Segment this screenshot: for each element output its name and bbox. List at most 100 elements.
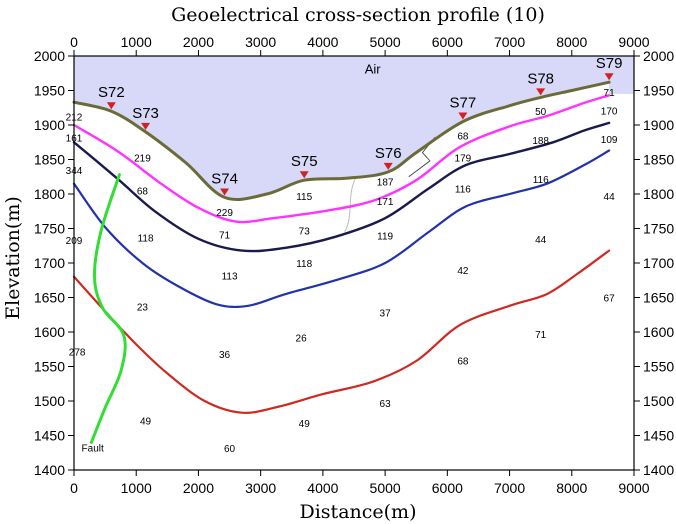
y-tick-label: 1500 [34,393,65,409]
resistivity-label: 42 [457,266,469,277]
x-tick-label-top: 5000 [370,34,401,50]
resistivity-label: 60 [224,444,236,455]
x-tick-label-top: 4000 [307,34,338,50]
resistivity-label: 118 [138,233,154,244]
resistivity-label: 115 [296,192,312,203]
y-tick-label-right: 1700 [643,255,674,271]
station-marker [458,112,468,120]
resistivity-label: 71 [219,231,231,242]
resistivity-label: 209 [66,236,83,247]
resistivity-label: 212 [66,113,83,124]
y-tick-label-right: 1950 [643,83,674,99]
resistivity-label: 119 [377,231,393,242]
chart-title: Geoelectrical cross-section profile (10) [171,4,545,26]
fault-line [89,173,127,444]
x-tick-label: 9000 [618,480,649,496]
resistivity-label: 278 [69,347,86,358]
y-tick-label-right: 1650 [643,290,674,306]
y-tick-label: 1650 [34,290,65,306]
x-tick-label-top: 8000 [556,34,587,50]
station-label: S76 [375,145,402,162]
y-tick-label-right: 1750 [643,221,674,237]
y-tick-label-right: 1600 [643,324,674,340]
station-marker [536,88,546,96]
x-tick-label-top: 3000 [245,34,276,50]
air-label: Air [365,61,382,76]
y-tick-label: 1800 [34,186,65,202]
station-label: S79 [596,55,623,72]
station-marker [604,73,614,81]
resistivity-label: 113 [222,271,238,282]
station-marker [383,162,393,170]
layer-boundary-4-line [72,249,611,414]
layer-boundary-3-line [72,149,611,309]
y-tick-label-right: 1900 [643,117,674,133]
resistivity-label: 170 [601,107,618,118]
fault-label: Fault [82,443,104,454]
y-tick-label-right: 1400 [643,462,674,478]
resistivity-label: 71 [604,88,616,99]
resistivity-label: 219 [134,153,151,164]
x-axis-label: Distance(m) [300,501,417,523]
resistivity-label: 63 [380,399,392,410]
y-tick-label-right: 1800 [643,186,674,202]
resistivity-label: 44 [604,192,616,203]
resistivity-label: 49 [299,419,311,430]
station-label: S75 [291,153,318,170]
y-tick-label: 1600 [34,324,65,340]
y-tick-label-right: 1450 [643,428,674,444]
axes: 0 0 1000 1000 2000 2000 3000 3000 4000 4000 5000 50… [34,34,675,496]
x-tick-label-top: 7000 [494,34,525,50]
resistivity-label: 67 [604,294,616,305]
y-tick-label-right: 2000 [643,48,674,64]
resistivity-label: 36 [219,350,231,361]
resistivity-label: 50 [535,107,547,118]
x-tick-label: 2000 [183,480,214,496]
resistivity-label: 26 [296,334,308,345]
station-marker [299,171,309,179]
x-tick-label: 3000 [245,480,276,496]
resistivity-label: 44 [535,235,547,246]
ground-surface-line [72,80,611,201]
resistivity-label: 161 [66,133,83,144]
y-tick-label: 1850 [34,152,65,168]
x-tick-label-top: 6000 [432,34,463,50]
y-tick-label: 1550 [34,359,65,375]
layer-boundary-2-line [72,121,611,253]
station-label: S72 [98,84,125,101]
x-tick-label-top: 9000 [618,34,649,50]
y-tick-label: 1700 [34,255,65,271]
resistivity-label: 68 [137,187,149,198]
x-tick-label-top: 2000 [183,34,214,50]
x-tick-label: 0 [70,480,78,496]
annotations: S72 S73 S74 S75 S76 S77 S78 S79 212 161 344 209 278 2… [66,55,623,455]
x-tick-label-top: 0 [70,34,78,50]
resistivity-label: 37 [380,309,392,320]
station-marker [141,122,151,130]
resistivity-label: 116 [533,175,549,186]
y-tick-label-right: 1850 [643,152,674,168]
station-marker [106,102,116,110]
station-label: S74 [211,170,238,187]
x-tick-label: 5000 [370,480,401,496]
y-tick-label: 2000 [34,48,65,64]
station-label: S73 [132,105,159,122]
resistivity-label: 49 [140,416,152,427]
y-tick-label-right: 1550 [643,359,674,375]
plot-area [72,56,634,444]
x-tick-label: 6000 [432,480,463,496]
resistivity-label: 23 [137,302,149,313]
resistivity-label: 68 [457,131,469,142]
layer-boundary-1-line [72,94,611,224]
resistivity-label: 109 [601,135,618,146]
resistivity-label: 116 [455,184,471,195]
y-tick-label: 1950 [34,83,65,99]
x-tick-label-top: 1000 [121,34,152,50]
resistivity-label: 344 [66,166,83,177]
resistivity-label: 71 [535,330,547,341]
x-tick-label: 1000 [121,480,152,496]
resistivity-label: 118 [296,259,312,270]
x-tick-label: 7000 [494,480,525,496]
resistivity-label: 187 [377,178,394,189]
